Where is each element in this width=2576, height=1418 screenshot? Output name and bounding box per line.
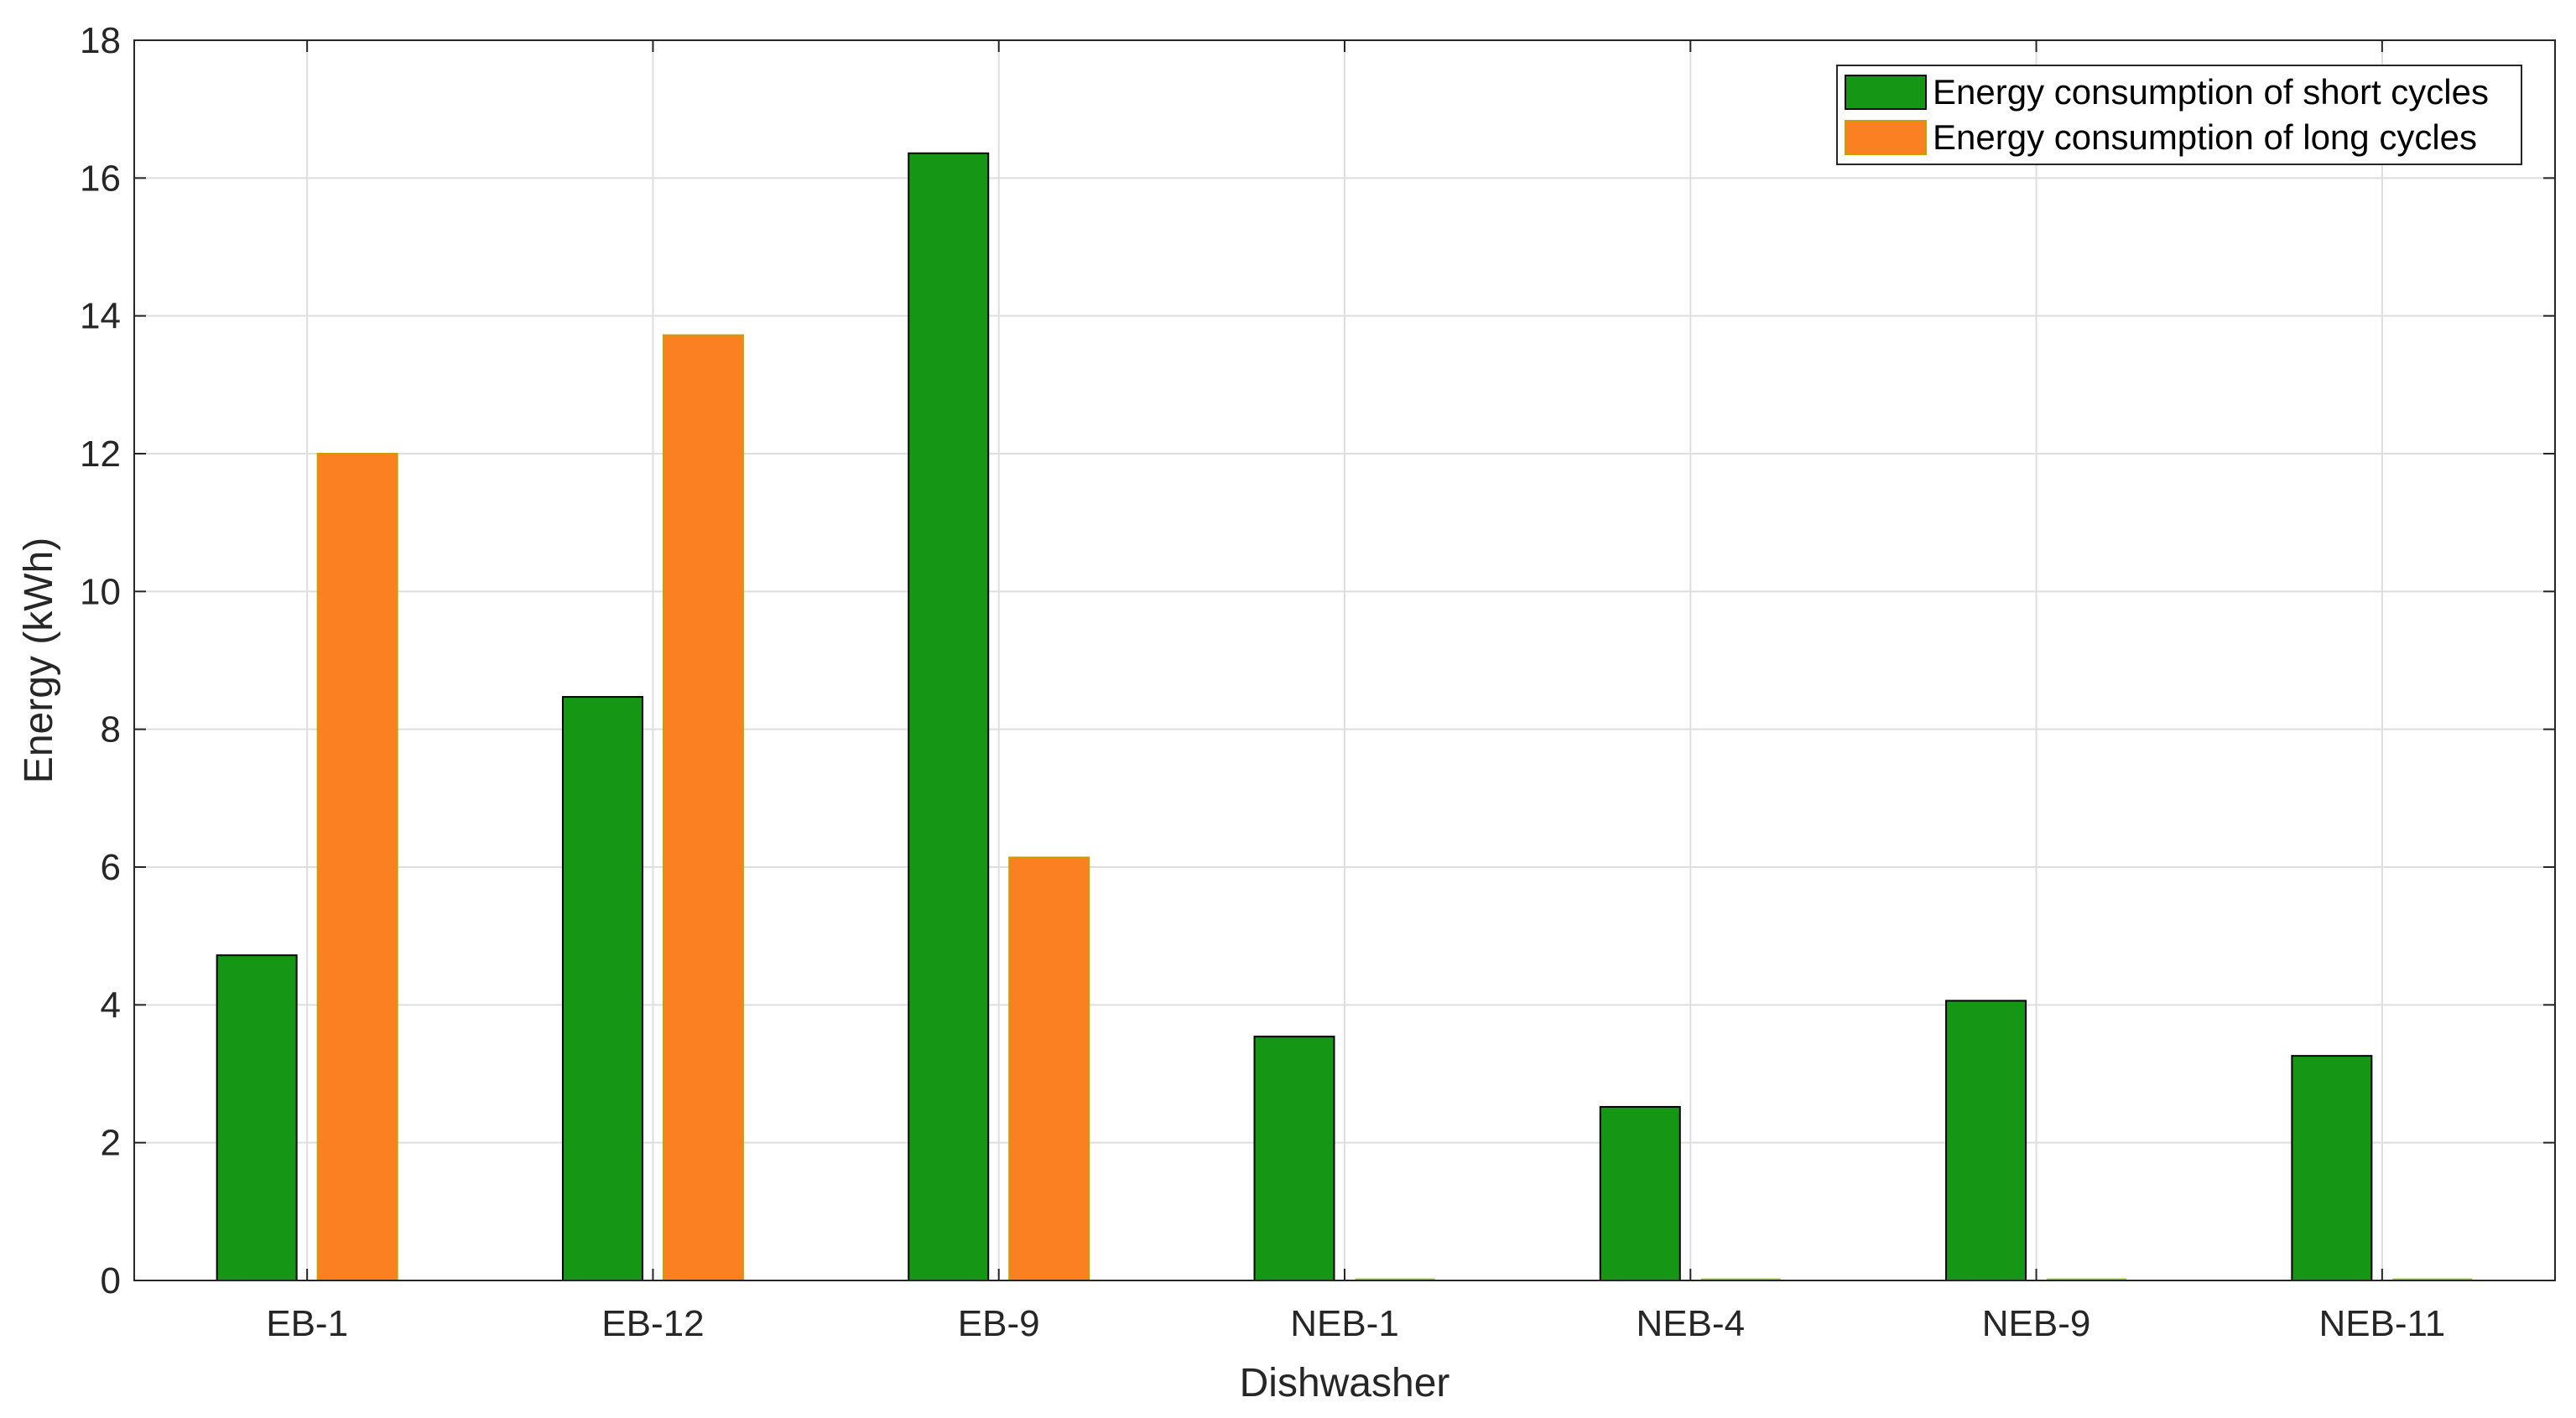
y-axis-title: Energy (kWh) <box>17 538 61 783</box>
bar-long-EB-12 <box>662 334 744 1281</box>
x-tick-label: NEB-4 <box>1636 1303 1745 1344</box>
bar-short-EB-1 <box>216 954 298 1281</box>
bar-short-NEB-9 <box>1945 1000 2027 1281</box>
x-tick-label: EB-12 <box>601 1303 704 1344</box>
y-tick-label: 10 <box>80 571 121 612</box>
y-tick-label: 18 <box>80 20 121 61</box>
bar-long-EB-9 <box>1008 856 1090 1281</box>
y-tick-label: 12 <box>80 434 121 475</box>
bar-long-EB-1 <box>316 453 398 1281</box>
grid-lines <box>134 39 2555 1281</box>
axis-ticks: 0 2 4 6 8 10 12 14 16 18 EB-1 EB-12 EB-9 NEB-1 NEB-4 NE… <box>80 20 2555 1344</box>
legend-swatch-short-cycles <box>1845 75 1927 110</box>
x-tick-label: NEB-1 <box>1290 1303 1399 1344</box>
y-tick-label: 4 <box>101 984 121 1026</box>
bar-short-NEB-4 <box>1599 1105 1681 1281</box>
x-axis-title: Dishwasher <box>1240 1361 1450 1405</box>
bar-short-EB-9 <box>908 152 990 1282</box>
y-tick-label: 2 <box>101 1123 121 1164</box>
y-tick-label: 16 <box>80 158 121 199</box>
x-tick-label: NEB-9 <box>1982 1303 2091 1344</box>
bar-short-EB-12 <box>561 696 643 1281</box>
bar-short-NEB-11 <box>2291 1055 2373 1282</box>
legend-box <box>1836 65 2522 165</box>
bar-short-NEB-1 <box>1253 1036 1335 1281</box>
legend-label-short-cycles: Energy consumption of short cycles <box>1933 72 2489 112</box>
y-tick-label: 6 <box>101 847 121 888</box>
legend: Energy consumption of short cycles Energ… <box>1836 65 2522 165</box>
y-tick-label: 14 <box>80 296 121 337</box>
bars <box>216 152 2473 1282</box>
x-tick-label: NEB-11 <box>2318 1303 2445 1344</box>
legend-swatch-long-cycles <box>1845 120 1927 155</box>
legend-label-long-cycles: Energy consumption of long cycles <box>1933 117 2477 157</box>
y-tick-label: 8 <box>101 709 121 751</box>
x-tick-label: EB-1 <box>266 1303 348 1344</box>
y-tick-label: 0 <box>101 1260 121 1301</box>
x-tick-label: EB-9 <box>958 1303 1040 1344</box>
